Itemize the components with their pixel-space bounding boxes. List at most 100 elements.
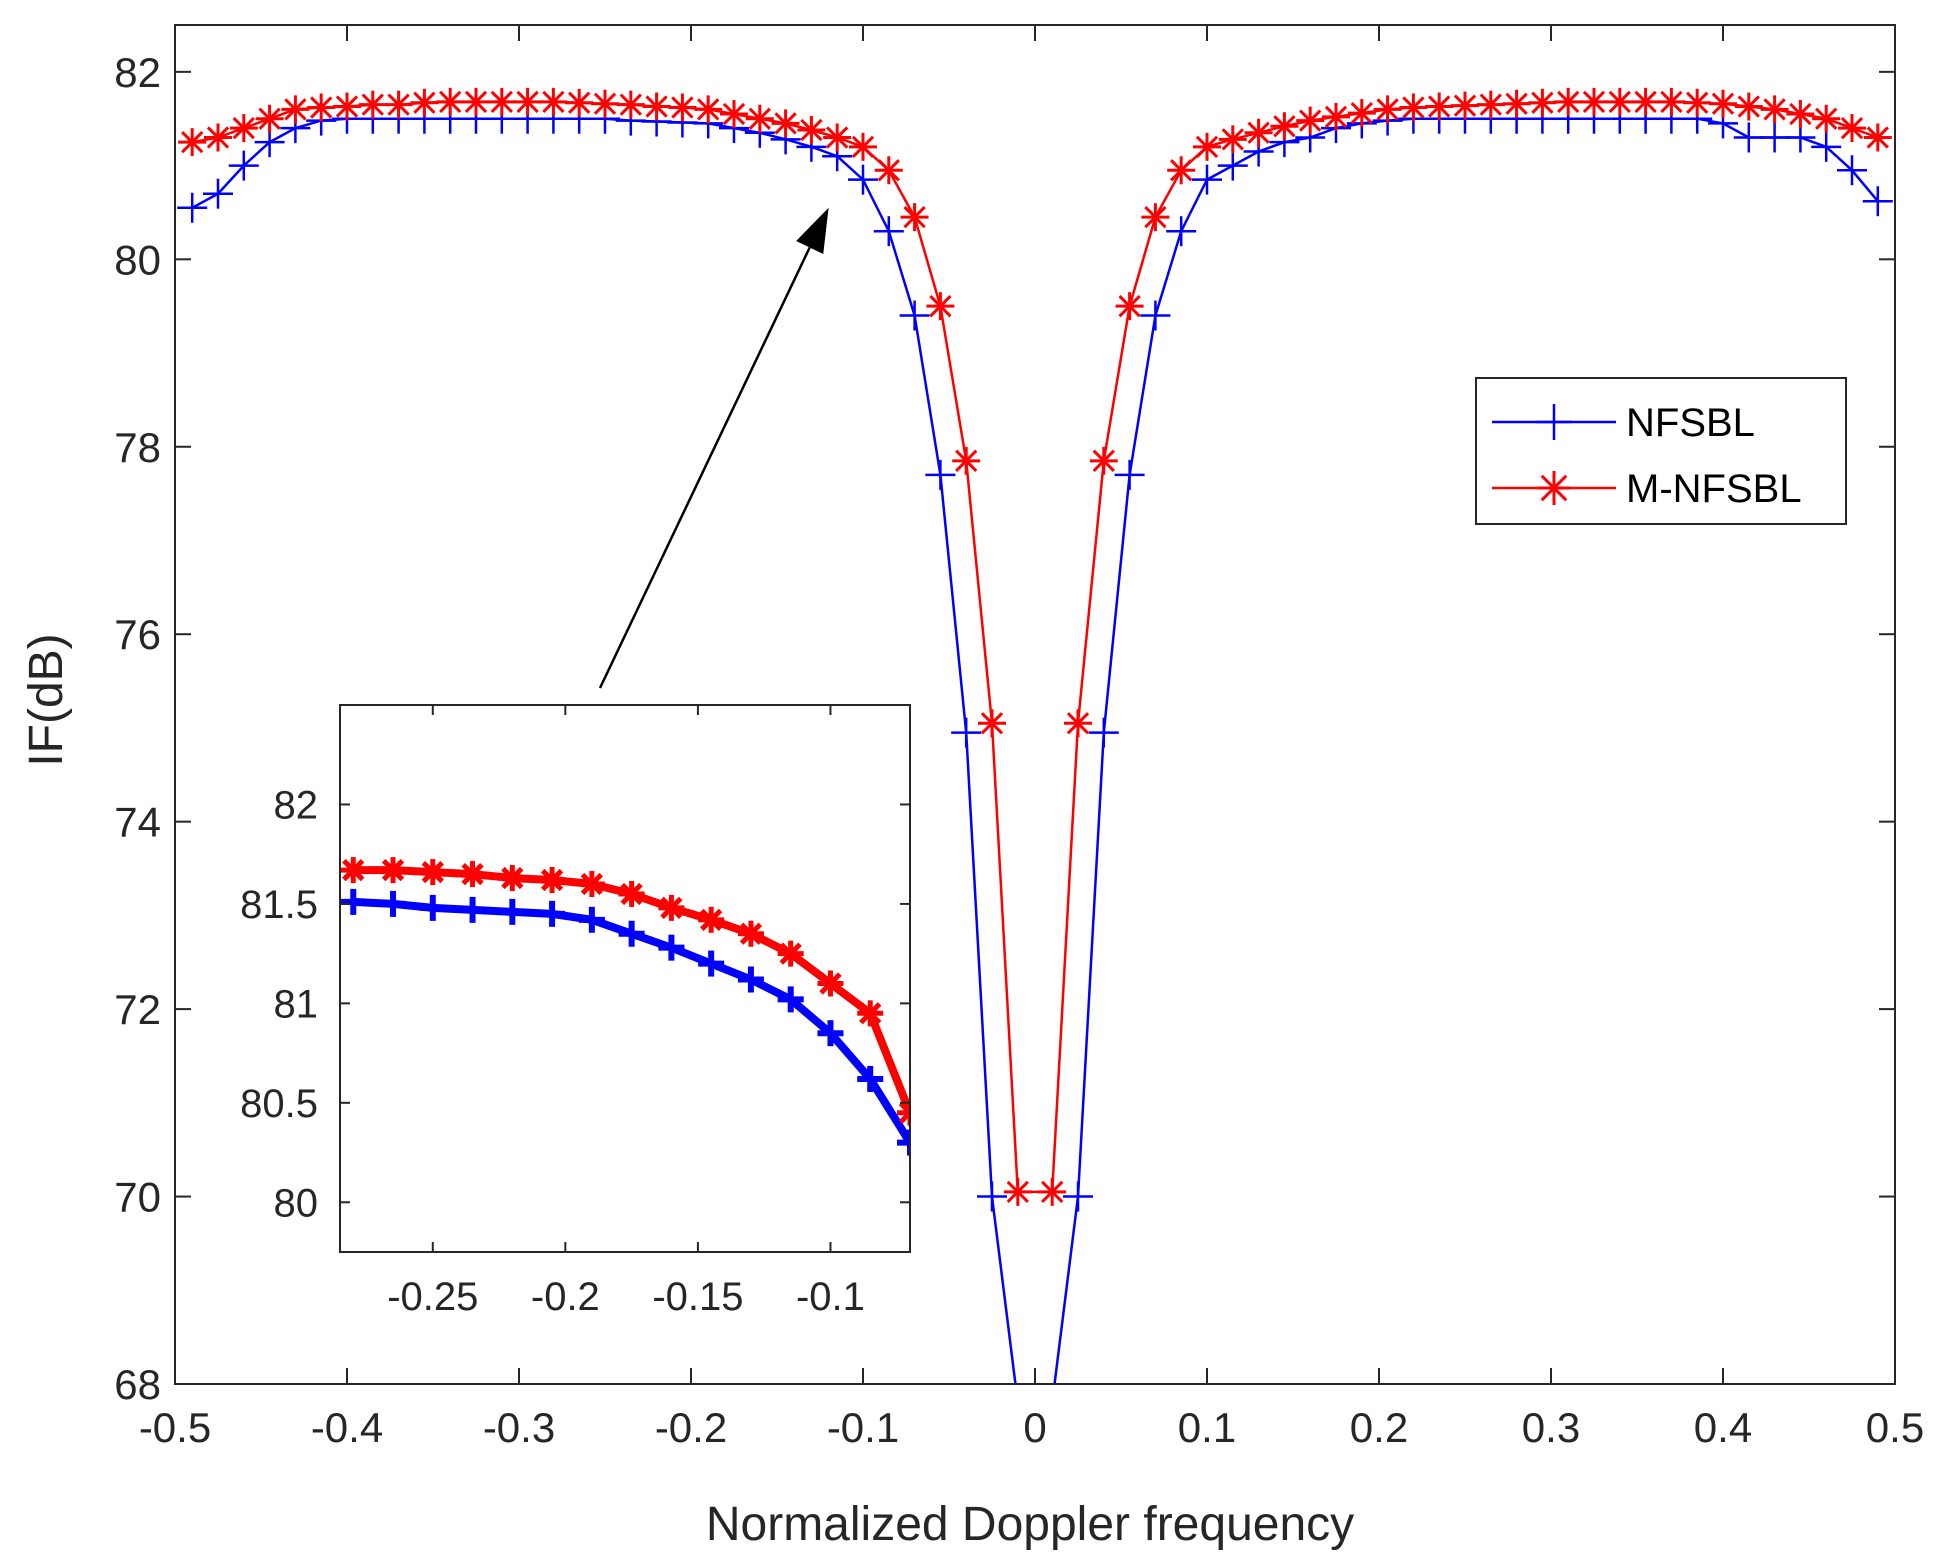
inset-data-point	[380, 890, 407, 917]
data-point	[384, 90, 413, 119]
inset-background	[340, 705, 910, 1252]
annotation-layer	[598, 207, 829, 689]
inset-data-point	[539, 867, 566, 894]
data-point	[1425, 92, 1454, 121]
inset-data-point	[459, 896, 486, 923]
data-point	[668, 93, 697, 122]
x-tick-label: -0.1	[827, 1404, 899, 1451]
inset-data-point	[539, 900, 566, 927]
data-point	[1038, 1177, 1067, 1206]
inset-y-tick-label: 81	[274, 982, 319, 1026]
inset-data-point	[857, 1065, 884, 1092]
inset-data-point	[459, 861, 486, 888]
data-point	[333, 92, 361, 121]
legend-box	[1475, 377, 1847, 525]
y-tick-label: 70	[114, 1174, 161, 1221]
inset-y-tick-label: 81.5	[240, 883, 318, 927]
data-point	[1244, 118, 1273, 147]
data-point	[1476, 90, 1505, 119]
data-point	[1192, 164, 1222, 195]
data-point	[745, 104, 774, 133]
data-point	[513, 87, 542, 116]
inset-data-point	[380, 857, 407, 884]
data-point	[1140, 300, 1171, 331]
inset-x-tick-label: -0.15	[652, 1275, 743, 1319]
data-point	[978, 709, 1006, 738]
inset-data-point	[419, 894, 446, 921]
data-point	[1141, 203, 1170, 232]
zoom-arrow	[598, 207, 829, 689]
data-point	[178, 128, 207, 157]
data-point	[436, 87, 465, 116]
data-point	[1759, 122, 1790, 153]
data-point	[1683, 88, 1712, 117]
data-point	[616, 90, 645, 119]
legend: NFSBL M-NFSBL	[1475, 377, 1847, 525]
data-point	[1115, 292, 1144, 321]
data-point	[177, 192, 208, 223]
data-point	[1193, 132, 1221, 161]
data-point	[1088, 717, 1119, 748]
data-point	[1322, 102, 1350, 131]
data-point	[1733, 122, 1764, 153]
data-point	[1003, 1177, 1032, 1206]
zoom-arrow-shaft	[598, 246, 811, 689]
data-point	[899, 300, 930, 331]
x-tick-label: 0.3	[1522, 1404, 1580, 1451]
data-point	[281, 95, 310, 124]
inset-y-tick-label: 82	[274, 783, 319, 827]
data-point	[1347, 99, 1376, 128]
legend-marker	[1537, 471, 1571, 505]
inset-y-tick-label: 80.5	[240, 1082, 318, 1126]
data-point	[307, 93, 336, 122]
x-tick-label: 0.2	[1350, 1404, 1408, 1451]
x-tick-label: 0.1	[1178, 1404, 1236, 1451]
data-point	[565, 88, 594, 117]
data-point	[204, 123, 232, 152]
data-point	[1296, 106, 1325, 135]
inset-data-point	[698, 906, 725, 933]
legend-label: NFSBL	[1626, 401, 1755, 445]
data-point	[1554, 87, 1583, 116]
inset-data-point	[578, 871, 605, 898]
data-point	[926, 292, 955, 321]
y-tick-label: 78	[114, 424, 161, 471]
inset-data-point	[857, 1000, 884, 1027]
data-point	[1657, 87, 1686, 116]
y-tick-label: 68	[114, 1361, 161, 1408]
inset-data-point	[897, 1129, 910, 1156]
data-point	[900, 203, 929, 232]
legend-marker	[1536, 404, 1572, 440]
series-m-nfsbl	[178, 87, 1892, 1206]
data-point	[487, 87, 516, 116]
data-point	[203, 178, 233, 209]
data-point	[1528, 88, 1557, 117]
inset-data-point	[777, 940, 804, 967]
data-point	[1373, 95, 1402, 124]
data-point	[1862, 186, 1893, 217]
data-point	[952, 446, 981, 475]
inset-data-point	[698, 950, 725, 977]
legend-item-nfsbl: NFSBL	[1492, 401, 1755, 445]
data-point	[1502, 89, 1531, 118]
data-point	[539, 87, 568, 116]
inset-data-point	[777, 986, 804, 1013]
data-point	[1270, 112, 1299, 141]
y-tick-label: 80	[114, 236, 161, 283]
x-tick-label: 0	[1023, 1404, 1046, 1451]
data-point	[358, 90, 387, 119]
data-point	[823, 123, 852, 152]
x-tick-label: -0.4	[311, 1404, 383, 1451]
data-point	[849, 132, 877, 161]
data-point	[1399, 93, 1428, 122]
zoom-arrow-head	[796, 207, 829, 254]
data-point	[694, 95, 723, 124]
inset-data-point	[618, 880, 645, 907]
data-point	[1605, 87, 1634, 116]
data-point	[1786, 100, 1815, 129]
main-axes: -0.5 -0.4 -0.3 -0.2 -0.1 0 0.1 0.2 0.3 0.4 0.5 68 70…	[114, 24, 1924, 1451]
inset-data-point	[340, 888, 367, 915]
y-tick-label: 76	[114, 611, 161, 658]
data-point	[925, 459, 956, 490]
